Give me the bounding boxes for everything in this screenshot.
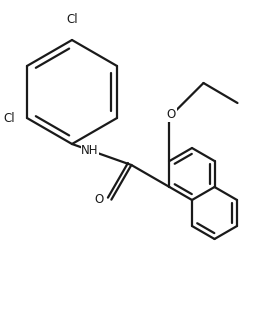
Text: O: O xyxy=(167,109,176,122)
Text: O: O xyxy=(94,193,103,206)
Text: NH: NH xyxy=(81,144,99,157)
Text: Cl: Cl xyxy=(3,112,15,124)
Text: Cl: Cl xyxy=(66,13,78,26)
